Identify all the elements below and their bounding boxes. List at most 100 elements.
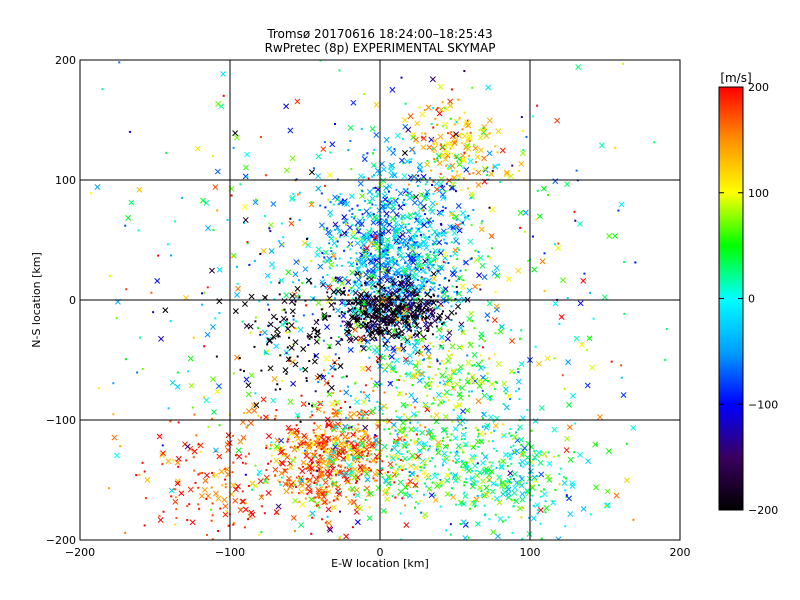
echo-dot-marker <box>375 448 378 451</box>
echo-cross-marker <box>413 136 419 143</box>
echo-cross-marker <box>317 400 324 407</box>
echo-cross-marker <box>511 489 518 496</box>
echo-dot-marker <box>384 191 387 194</box>
echo-dot-marker <box>496 381 499 384</box>
echo-cross-marker <box>428 434 435 440</box>
echo-dot-marker <box>241 490 244 493</box>
echo-dot-marker <box>434 117 437 120</box>
echo-dot-marker <box>431 481 434 484</box>
echo-dot-marker <box>298 467 301 470</box>
echo-dot-marker <box>421 318 424 321</box>
echo-dot-marker <box>417 254 420 257</box>
echo-dot-marker <box>439 172 442 175</box>
echo-cross-marker <box>465 145 472 152</box>
echo-cross-marker <box>245 391 252 398</box>
echo-cross-marker <box>444 381 451 388</box>
echo-cross-marker <box>236 453 243 460</box>
echo-cross-marker <box>498 463 505 470</box>
echo-dot-marker <box>352 308 355 311</box>
echo-dot-marker <box>375 457 378 460</box>
echo-cross-marker <box>538 471 545 478</box>
echo-dot-marker <box>272 267 275 270</box>
echo-dot-marker <box>376 361 379 364</box>
echo-dot-marker <box>450 472 453 475</box>
echo-dot-marker <box>339 510 342 513</box>
echo-dot-marker <box>436 157 439 160</box>
echo-dot-marker <box>483 366 486 369</box>
echo-dot-marker <box>336 286 339 289</box>
echo-dot-marker <box>363 307 366 310</box>
echo-dot-marker <box>361 470 364 473</box>
y-tick-label: −200 <box>46 534 76 547</box>
echo-dot-marker <box>470 390 473 393</box>
echo-dot-marker <box>365 339 368 342</box>
echo-dot-marker <box>462 427 465 430</box>
echo-dot-marker <box>348 426 351 429</box>
echo-dot-marker <box>468 140 471 143</box>
echo-cross-marker <box>407 113 414 120</box>
echo-dot-marker <box>389 244 392 247</box>
echo-cross-marker <box>282 367 289 374</box>
echo-cross-marker <box>326 343 333 350</box>
echo-dot-marker <box>449 255 452 258</box>
echo-cross-marker <box>395 346 402 353</box>
echo-dot-marker <box>623 261 626 264</box>
echo-dot-marker <box>343 445 346 448</box>
echo-dot-marker <box>376 268 379 271</box>
echo-dot-marker <box>453 123 456 126</box>
echo-dot-marker <box>413 255 416 258</box>
echo-dot-marker <box>404 226 407 229</box>
echo-dot-marker <box>558 483 561 486</box>
echo-dot-marker <box>491 497 494 500</box>
echo-dot-marker <box>402 379 405 382</box>
echo-dot-marker <box>197 486 200 489</box>
echo-dot-marker <box>450 141 453 144</box>
echo-cross-marker <box>303 452 310 459</box>
echo-dot-marker <box>211 417 214 420</box>
echo-cross-marker <box>339 290 346 297</box>
echo-cross-marker <box>357 441 364 448</box>
echo-cross-marker <box>496 499 503 506</box>
echo-dot-marker <box>344 400 347 403</box>
echo-dot-marker <box>243 526 246 529</box>
echo-cross-marker <box>353 427 360 434</box>
echo-dot-marker <box>354 435 357 438</box>
echo-dot-marker <box>409 306 412 309</box>
echo-dot-marker <box>348 289 351 292</box>
echo-dot-marker <box>431 377 434 380</box>
echo-cross-marker <box>444 491 451 497</box>
echo-dot-marker <box>279 320 282 323</box>
echo-dot-marker <box>432 263 435 266</box>
echo-dot-marker <box>232 461 235 464</box>
echo-dot-marker <box>386 332 389 335</box>
echo-dot-marker <box>386 420 389 423</box>
echo-dot-marker <box>112 413 115 416</box>
echo-dot-marker <box>508 480 511 483</box>
echo-cross-marker <box>235 285 241 292</box>
x-tick-label: −200 <box>65 546 95 559</box>
echo-cross-marker <box>336 228 343 235</box>
echo-dot-marker <box>363 199 366 202</box>
echo-cross-marker <box>325 474 332 480</box>
echo-cross-marker <box>360 345 367 352</box>
echo-dot-marker <box>387 315 390 318</box>
echo-cross-marker <box>527 468 534 475</box>
echo-cross-marker <box>482 453 489 460</box>
echo-dot-marker <box>416 293 419 296</box>
echo-dot-marker <box>426 309 429 312</box>
echo-dot-marker <box>422 233 425 236</box>
echo-cross-marker <box>396 435 403 442</box>
echo-cross-marker <box>363 245 370 252</box>
echo-dot-marker <box>345 451 348 454</box>
echo-dot-marker <box>396 415 399 418</box>
echo-dot-marker <box>382 364 385 367</box>
echo-dot-marker <box>430 381 433 384</box>
echo-cross-marker <box>401 150 408 156</box>
echo-dot-marker <box>310 410 313 413</box>
echo-dot-marker <box>436 269 439 272</box>
echo-cross-marker <box>438 265 445 272</box>
echo-dot-marker <box>539 495 542 498</box>
echo-dot-marker <box>471 364 474 367</box>
echo-dot-marker <box>325 493 328 496</box>
